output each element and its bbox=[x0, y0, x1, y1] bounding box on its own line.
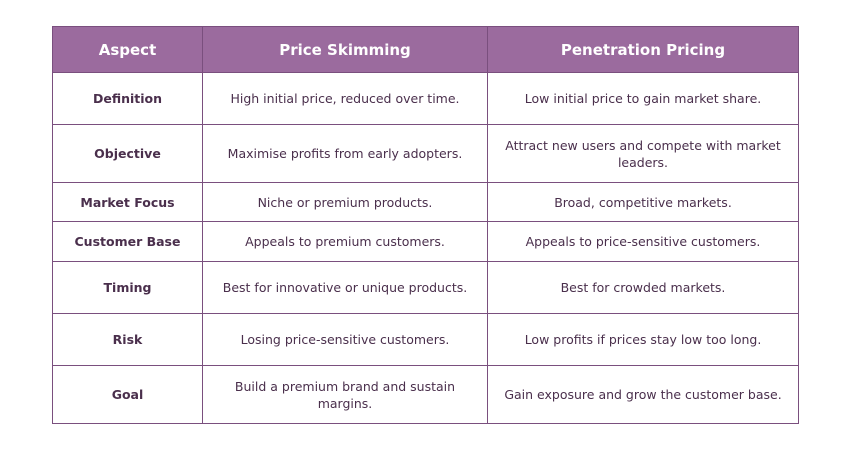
aspect-cell: Risk bbox=[52, 313, 203, 366]
cell: High initial price, reduced over time. bbox=[202, 72, 488, 125]
cell: Low profits if prices stay low too long. bbox=[487, 313, 799, 366]
table-row: Customer Base Appeals to premium customer… bbox=[52, 221, 799, 262]
table-body: Definition High initial price, reduced ov… bbox=[52, 72, 799, 424]
cell: Appeals to premium customers. bbox=[202, 221, 488, 262]
table-row: Goal Build a premium brand and sustain ma… bbox=[52, 365, 799, 424]
comparison-table: Aspect Price Skimming Penetration Pricing … bbox=[52, 26, 799, 424]
cell: Losing price-sensitive customers. bbox=[202, 313, 488, 366]
cell: Best for innovative or unique products. bbox=[202, 261, 488, 314]
aspect-cell: Goal bbox=[52, 365, 203, 424]
table-row: Market Focus Niche or premium products. Br… bbox=[52, 182, 799, 222]
table-row: Risk Losing price-sensitive customers. Low… bbox=[52, 313, 799, 366]
header-cell: Price Skimming bbox=[202, 26, 488, 73]
cell: Broad, competitive markets. bbox=[487, 182, 799, 222]
aspect-cell: Definition bbox=[52, 72, 203, 125]
cell: Build a premium brand and sustain margin… bbox=[202, 365, 488, 424]
aspect-cell: Customer Base bbox=[52, 221, 203, 262]
table-row: Definition High initial price, reduced ov… bbox=[52, 72, 799, 125]
cell: Attract new users and compete with marke… bbox=[487, 124, 799, 183]
aspect-cell: Objective bbox=[52, 124, 203, 183]
cell: Niche or premium products. bbox=[202, 182, 488, 222]
header-cell: Penetration Pricing bbox=[487, 26, 799, 73]
aspect-cell: Timing bbox=[52, 261, 203, 314]
cell: Low initial price to gain market share. bbox=[487, 72, 799, 125]
cell: Appeals to price-sensitive customers. bbox=[487, 221, 799, 262]
cell: Best for crowded markets. bbox=[487, 261, 799, 314]
table-row: Timing Best for innovative or unique prod… bbox=[52, 261, 799, 314]
header-row: Aspect Price Skimming Penetration Pricing bbox=[52, 26, 799, 73]
table-row: Objective Maximise profits from early ado… bbox=[52, 124, 799, 183]
cell: Gain exposure and grow the customer base… bbox=[487, 365, 799, 424]
cell: Maximise profits from early adopters. bbox=[202, 124, 488, 183]
aspect-cell: Market Focus bbox=[52, 182, 203, 222]
header-cell: Aspect bbox=[52, 26, 203, 73]
